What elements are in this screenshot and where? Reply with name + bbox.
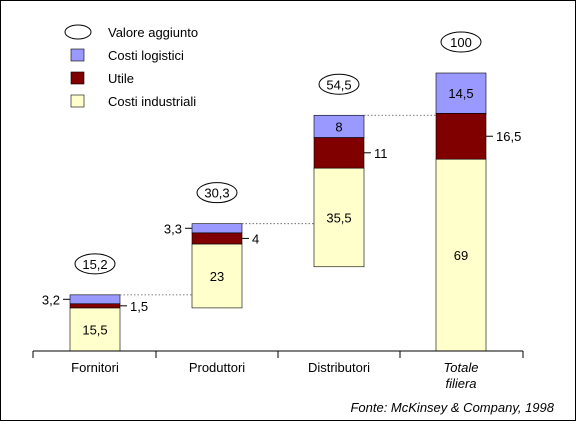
total-label: 100 [450, 35, 472, 50]
total-label: 15,2 [82, 257, 107, 272]
bar-segment [435, 158, 487, 352]
legend: Valore aggiunto Costi logistici Utile Costi… [64, 24, 198, 109]
bar-segment [69, 294, 121, 305]
segment-label: 4 [252, 231, 259, 246]
x-axis: Fornitori Produttori Distributori Totalefil… [32, 350, 524, 391]
segment-label: 69 [454, 248, 468, 263]
bar-segment [191, 223, 243, 234]
legend-label: Costi logistici [108, 48, 184, 63]
total-ellipse [74, 253, 116, 275]
bar-segment [191, 232, 243, 245]
source-note: Fonte: McKinsey & Company, 1998 [350, 400, 554, 415]
total-label: 30,3 [204, 186, 229, 201]
bar-segment [435, 72, 487, 114]
bar-segment [69, 303, 121, 309]
legend-label: Valore aggiunto [108, 25, 198, 40]
segment-label: 1,5 [130, 299, 148, 314]
segment-label: 11 [374, 146, 388, 161]
legend-label: Utile [108, 71, 134, 86]
segment-label: 3,3 [164, 221, 182, 236]
legend-swatch [70, 94, 85, 108]
bar-segment [435, 113, 487, 160]
bar-segment [313, 114, 365, 138]
segment-label: 16,5 [496, 129, 521, 144]
category-label: Totale [444, 360, 479, 375]
legend-swatch [70, 71, 85, 85]
category-label: Distributori [308, 360, 370, 375]
bar-segment [313, 167, 365, 268]
category-label: filiera [445, 376, 476, 391]
legend-ellipse [64, 24, 92, 40]
bar-segment [191, 243, 243, 309]
labels: 15,5 1,5 3,2 23 4 3,3 35,5 8 11 69 14,5 16,5 15,2 30,… [42, 31, 521, 337]
segment-label: 15,5 [82, 322, 107, 337]
bar-segment [69, 307, 121, 352]
legend-label: Costi industriali [108, 94, 196, 109]
segment-label: 3,2 [42, 292, 60, 307]
segment-label: 8 [335, 119, 342, 134]
total-ellipse [318, 73, 360, 95]
legend-swatch [70, 48, 85, 62]
bars [69, 72, 487, 352]
total-ellipse [440, 31, 482, 53]
total-ellipse [196, 182, 238, 204]
category-label: Fornitori [71, 360, 119, 375]
segment-label: 23 [210, 269, 224, 284]
connectors [120, 114, 436, 296]
segment-label: 14,5 [448, 86, 473, 101]
category-label: Produttori [189, 360, 245, 375]
total-label: 54,5 [326, 77, 351, 92]
segment-label: 35,5 [326, 210, 351, 225]
bar-segment [313, 137, 365, 169]
